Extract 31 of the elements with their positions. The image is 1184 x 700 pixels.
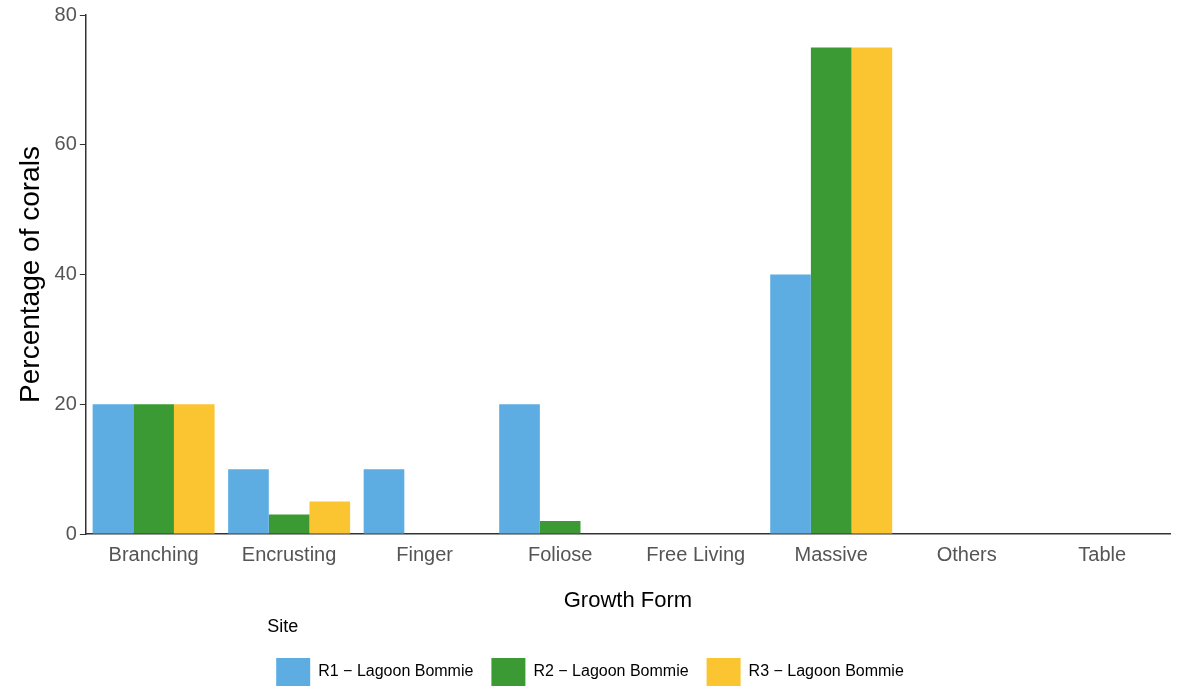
x-tick-label: Encrusting: [241, 542, 337, 565]
legend-label: R2 − Lagoon Bommie: [533, 662, 689, 680]
y-tick-label: 0: [65, 521, 77, 544]
legend-label: R3 − Lagoon Bommie: [748, 662, 904, 680]
bar: [228, 469, 269, 534]
bar: [309, 501, 351, 534]
bar: [499, 404, 540, 534]
y-tick-label: 40: [54, 262, 77, 285]
x-tick-label: Free Living: [646, 542, 746, 565]
legend-label: R1 − Lagoon Bommie: [318, 662, 474, 680]
x-axis-title: Growth Form: [563, 587, 693, 613]
x-tick-label: Others: [936, 542, 997, 565]
x-tick-label: Finger: [396, 542, 454, 565]
y-tick-label: 80: [54, 2, 77, 25]
bar: [173, 404, 215, 534]
x-tick-label: Branching: [108, 542, 199, 565]
bar: [539, 521, 581, 534]
x-tick-label: Massive: [794, 542, 868, 565]
y-tick-label: 60: [54, 132, 77, 155]
bar: [363, 469, 405, 534]
bar: [268, 514, 310, 534]
bar: [92, 404, 134, 534]
y-tick-label: 20: [54, 391, 77, 414]
bar: [133, 404, 174, 534]
y-axis-title: Percentage of corals: [13, 146, 45, 403]
bar: [810, 47, 852, 534]
bar: [770, 274, 811, 534]
x-tick-label: Foliose: [527, 542, 593, 565]
legend-title: Site: [267, 616, 299, 637]
bar: [851, 47, 893, 534]
x-tick-label: Table: [1078, 542, 1127, 565]
